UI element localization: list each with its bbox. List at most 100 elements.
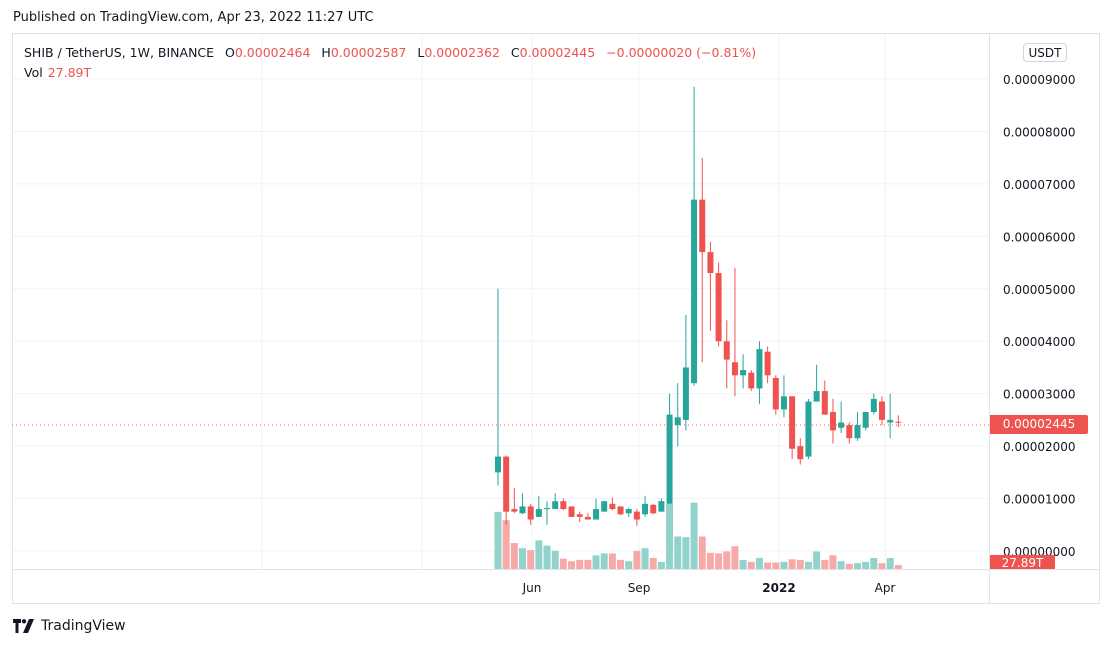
candle <box>674 417 681 426</box>
candle <box>878 401 885 420</box>
volume-label[interactable]: Vol <box>24 65 43 80</box>
currency-button[interactable]: USDT <box>1023 43 1067 62</box>
volume-bar <box>568 561 576 569</box>
ohlc-legend: SHIB / TetherUS, 1W, BINANCE O0.00002464… <box>24 45 756 60</box>
candle <box>609 503 616 510</box>
candle <box>731 362 738 376</box>
price-tick-label: 0.00005000 <box>1003 283 1076 297</box>
close-label: C <box>510 45 520 60</box>
candle <box>568 506 575 517</box>
symbol-title[interactable]: SHIB / TetherUS, 1W, BINANCE <box>24 45 215 60</box>
volume-bar <box>813 551 821 569</box>
volume-bar <box>641 548 649 569</box>
volume-bar <box>878 563 886 569</box>
price-tick-label: 0.00002000 <box>1003 440 1076 454</box>
volume-bar <box>886 557 894 569</box>
time-tick-label: Jun <box>522 581 542 595</box>
open-value: 0.00002464 <box>234 45 311 60</box>
volume-tag: 27.89T <box>990 555 1055 569</box>
candle <box>829 412 836 431</box>
volume-bar <box>821 559 829 569</box>
chart-frame <box>12 33 1100 604</box>
candle <box>650 504 657 514</box>
volume-bar <box>600 553 608 569</box>
volume-bar <box>649 557 657 569</box>
volume-bar <box>870 557 878 569</box>
candle <box>707 252 714 274</box>
candle <box>756 349 763 389</box>
candle <box>601 501 608 512</box>
tradingview-brand: TradingView <box>41 618 126 634</box>
price-tick-label: 0.00008000 <box>1003 125 1076 139</box>
high-label: H <box>321 45 331 60</box>
last-price-tag: 0.00002445 <box>990 415 1088 434</box>
volume-bar <box>731 546 739 569</box>
volume-bar <box>706 552 714 569</box>
volume-bar <box>510 543 518 569</box>
candle <box>519 506 526 514</box>
candle <box>666 414 673 504</box>
volume-bar <box>755 557 763 569</box>
candle <box>682 367 689 420</box>
volume-bar <box>845 563 853 569</box>
candle <box>821 391 828 415</box>
candle <box>780 396 787 410</box>
volume-bar <box>625 561 633 569</box>
volume-bar <box>723 551 731 569</box>
volume-bar <box>617 559 625 569</box>
volume-bar <box>559 558 567 569</box>
candle <box>740 370 747 376</box>
candle <box>633 511 640 520</box>
volume-bar <box>862 561 870 569</box>
candle <box>887 419 894 423</box>
candle <box>846 425 853 439</box>
volume-bar <box>535 540 543 569</box>
candle <box>805 401 812 457</box>
grid-lines <box>13 34 989 569</box>
candle <box>503 456 510 512</box>
close-value: 0.00002445 <box>519 45 596 60</box>
price-axis-labels: 0.00009000 0.00008000 0.00007000 0.00006000… <box>1003 73 1076 559</box>
candle <box>748 372 755 389</box>
candle <box>535 509 542 517</box>
volume-bar <box>894 565 902 569</box>
candle <box>789 396 796 449</box>
candle <box>862 412 869 428</box>
volume-bar <box>690 502 698 569</box>
price-tick-label: 0.00007000 <box>1003 178 1076 192</box>
volume-bar <box>715 553 723 569</box>
volume-bar <box>853 563 861 569</box>
volume-bar <box>772 562 780 569</box>
candle <box>797 446 804 460</box>
volume-bar <box>698 536 706 569</box>
candle <box>560 501 567 510</box>
price-tick-label: 0.00001000 <box>1003 493 1076 507</box>
tradingview-logo[interactable]: TradingView <box>13 618 126 634</box>
time-axis-labels: Jun Sep 2022 Apr <box>522 581 896 595</box>
volume-bar <box>788 559 796 569</box>
candle <box>625 509 632 514</box>
candle <box>617 506 624 515</box>
volume-bar <box>502 520 510 569</box>
candle <box>552 501 559 510</box>
volume-bar <box>764 562 772 569</box>
volume-bar <box>527 550 535 569</box>
published-note: Published on TradingView.com, Apr 23, 20… <box>13 10 374 25</box>
high-value: 0.00002587 <box>330 45 407 60</box>
candle <box>511 509 518 512</box>
price-tick-label: 0.00006000 <box>1003 230 1076 244</box>
candle <box>691 199 698 384</box>
price-tick-label: 0.00009000 <box>1003 73 1076 87</box>
volume-bar <box>796 559 804 569</box>
candle <box>838 422 845 428</box>
candle <box>495 456 501 473</box>
price-tick-label: 0.00003000 <box>1003 388 1076 402</box>
candle <box>772 377 779 410</box>
volume-bar <box>666 504 674 569</box>
volume-bar <box>780 561 788 569</box>
tradingview-icon <box>13 619 34 633</box>
volume-bar <box>543 545 551 569</box>
time-tick-label: Apr <box>875 581 896 595</box>
volume-legend: Vol 27.89T <box>24 65 91 80</box>
